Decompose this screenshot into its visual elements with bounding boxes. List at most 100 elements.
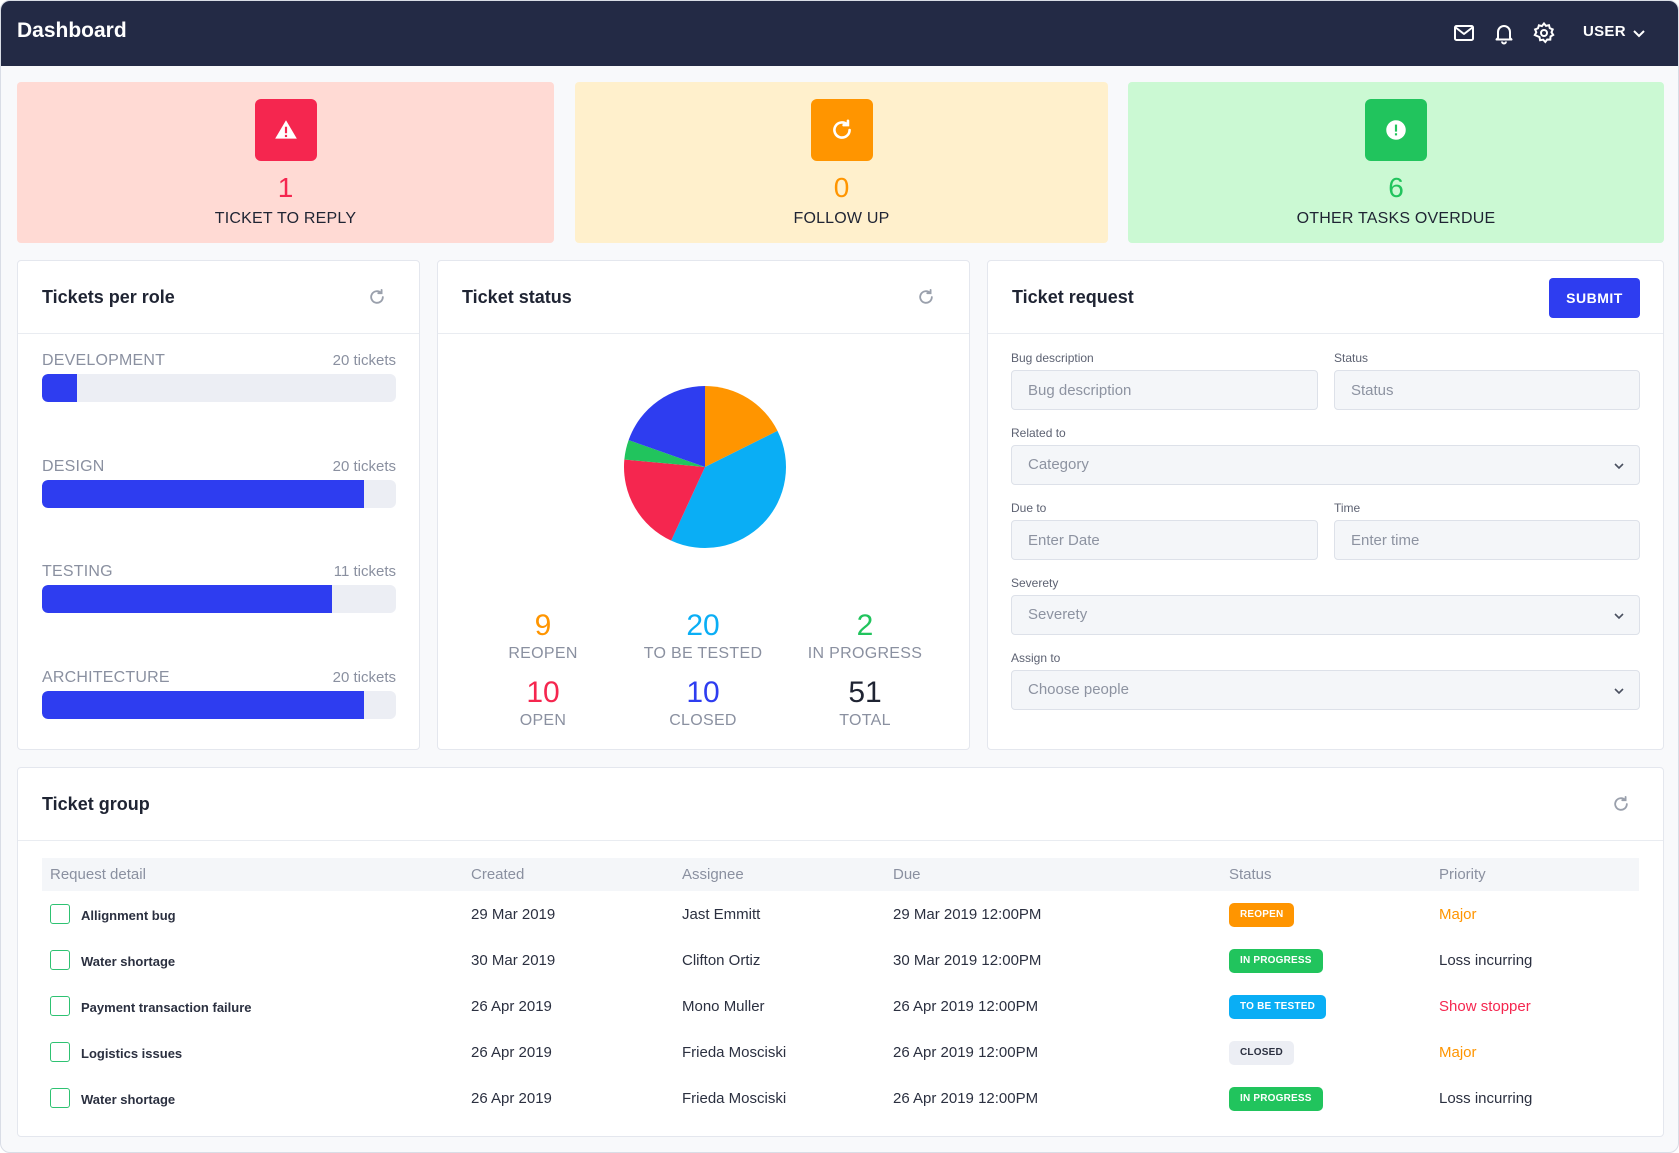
panel-title: Ticket status — [462, 287, 572, 307]
severity-select[interactable]: Severety — [1011, 595, 1640, 635]
row-checkbox[interactable] — [50, 950, 70, 970]
stat-label: OTHER TASKS OVERDUE — [1296, 210, 1496, 227]
priority: Major — [1439, 1044, 1477, 1061]
refresh-icon[interactable] — [916, 287, 936, 307]
priority: Show stopper — [1439, 998, 1531, 1015]
tickets-per-role-panel: Tickets per role DEVELOPMENT 20 tickets … — [17, 260, 420, 750]
stat-value: 1 — [277, 172, 294, 203]
user-menu-label[interactable]: USER — [1583, 23, 1626, 40]
stat-card-follow-up[interactable]: 0 FOLLOW UP — [575, 82, 1108, 243]
role-name: TESTING — [42, 563, 113, 580]
request-detail: Water shortage — [81, 1092, 176, 1107]
top-navigation-bar: Dashboard USER — [1, 1, 1678, 66]
row-checkbox[interactable] — [50, 904, 70, 924]
table-header: Request detail Created Assignee Due Stat… — [42, 858, 1639, 891]
role-name: DESIGN — [42, 458, 105, 475]
panel-title: Ticket group — [42, 794, 150, 814]
stat-card-other-tasks-overdue[interactable]: 6 OTHER TASKS OVERDUE — [1128, 82, 1664, 243]
status-stat-open: 10 OPEN — [458, 676, 628, 730]
column-header-assignee[interactable]: Assignee — [682, 866, 744, 883]
time-input[interactable] — [1334, 520, 1640, 560]
status-label: TOTAL — [839, 712, 891, 729]
status-stat-reopen: 9 REOPEN — [458, 609, 628, 663]
assignee: Frieda Mosciski — [682, 1090, 787, 1107]
assign-people-select[interactable]: Choose people — [1011, 670, 1640, 710]
gear-icon[interactable] — [1532, 21, 1556, 45]
row-checkbox[interactable] — [50, 1042, 70, 1062]
chevron-down-icon[interactable] — [1631, 25, 1647, 41]
column-header-request-detail[interactable]: Request detail — [50, 866, 146, 883]
stat-value: 0 — [833, 172, 850, 203]
refresh-icon[interactable] — [367, 287, 387, 307]
pie-slice-to-be-tested — [671, 430, 786, 548]
stat-value: 6 — [1388, 172, 1404, 203]
panel-header: Ticket status — [438, 261, 969, 334]
table-row[interactable]: Logistics issues 26 Apr 2019 Frieda Mosc… — [42, 1030, 1639, 1076]
ticket-status-panel: Ticket status 9 REOPEN 20 TO BE TESTED 2… — [437, 260, 970, 750]
status-input[interactable] — [1334, 370, 1640, 410]
status-label: CLOSED — [669, 712, 737, 729]
created-date: 26 Apr 2019 — [471, 1090, 552, 1107]
role-count: 11 tickets — [333, 563, 396, 580]
role-name: ARCHITECTURE — [42, 669, 170, 686]
panel-title: Tickets per role — [42, 287, 175, 307]
role-row-design: DESIGN 20 tickets — [42, 458, 396, 518]
stat-card-ticket-to-reply[interactable]: 1 TICKET TO REPLY — [17, 82, 554, 243]
column-header-due[interactable]: Due — [893, 866, 921, 883]
refresh-icon[interactable] — [1611, 794, 1631, 814]
assignee: Mono Muller — [682, 998, 765, 1015]
submit-button[interactable]: SUBMIT — [1549, 278, 1640, 318]
progress-track — [42, 691, 396, 719]
mail-icon[interactable] — [1452, 21, 1476, 45]
due-date: 26 Apr 2019 12:00PM — [893, 998, 1039, 1015]
request-detail: Water shortage — [81, 954, 176, 969]
bug-description-input[interactable] — [1011, 370, 1318, 410]
status-value: 2 — [856, 609, 874, 642]
table-row[interactable]: Water shortage 26 Apr 2019 Frieda Moscis… — [42, 1076, 1639, 1122]
due-date-input[interactable] — [1011, 520, 1318, 560]
row-checkbox[interactable] — [50, 1088, 70, 1108]
column-header-status[interactable]: Status — [1229, 866, 1272, 883]
chevron-down-icon — [1611, 683, 1627, 699]
due-date: 26 Apr 2019 12:00PM — [893, 1044, 1039, 1061]
due-date: 30 Mar 2019 12:00PM — [893, 952, 1042, 969]
refresh-icon — [810, 99, 873, 161]
panel-header: Tickets per role — [18, 261, 419, 334]
select-value: Severety — [1028, 606, 1088, 623]
ticket-group-panel: Ticket group Request detail Created Assi… — [17, 767, 1664, 1137]
status-value: 20 — [686, 609, 720, 642]
priority: Major — [1439, 906, 1477, 923]
assignee: Frieda Mosciski — [682, 1044, 787, 1061]
role-name: DEVELOPMENT — [42, 352, 166, 369]
table-row[interactable]: Water shortage 30 Mar 2019 Clifton Ortiz… — [42, 938, 1639, 984]
table-row[interactable]: Allignment bug 29 Mar 2019 Jast Emmitt 2… — [42, 892, 1639, 938]
chevron-down-icon — [1611, 458, 1627, 474]
column-header-priority[interactable]: Priority — [1439, 866, 1486, 883]
status-badge: REOPEN — [1229, 903, 1295, 927]
assignee: Clifton Ortiz — [682, 952, 761, 969]
created-date: 26 Apr 2019 — [471, 998, 552, 1015]
role-row-architecture: ARCHITECTURE 20 tickets — [42, 669, 396, 729]
status-label: OPEN — [519, 712, 567, 729]
due-date: 26 Apr 2019 12:00PM — [893, 1090, 1039, 1107]
priority: Loss incurring — [1439, 952, 1533, 969]
role-count: 20 tickets — [332, 458, 396, 475]
role-row-development: DEVELOPMENT 20 tickets — [42, 352, 396, 412]
status-badge: TO BE TESTED — [1229, 995, 1327, 1019]
status-value: 10 — [526, 676, 560, 709]
chevron-down-icon — [1611, 608, 1627, 624]
table-row[interactable]: Payment transaction failure 26 Apr 2019 … — [42, 984, 1639, 1030]
request-detail: Payment transaction failure — [81, 1000, 252, 1015]
panel-title: Ticket request — [1012, 287, 1134, 307]
ticket-request-panel: Ticket request — [987, 260, 1664, 750]
bug-description-label: Bug description — [1011, 351, 1094, 365]
pie-slice-open — [624, 459, 705, 541]
row-checkbox[interactable] — [50, 996, 70, 1016]
status-stat-to-be-tested: 20 TO BE TESTED — [618, 609, 788, 663]
stat-label: FOLLOW UP — [793, 210, 890, 227]
created-date: 29 Mar 2019 — [471, 906, 556, 923]
bell-icon[interactable] — [1492, 21, 1516, 45]
column-header-created[interactable]: Created — [471, 866, 525, 883]
category-select[interactable]: Category — [1011, 445, 1640, 485]
